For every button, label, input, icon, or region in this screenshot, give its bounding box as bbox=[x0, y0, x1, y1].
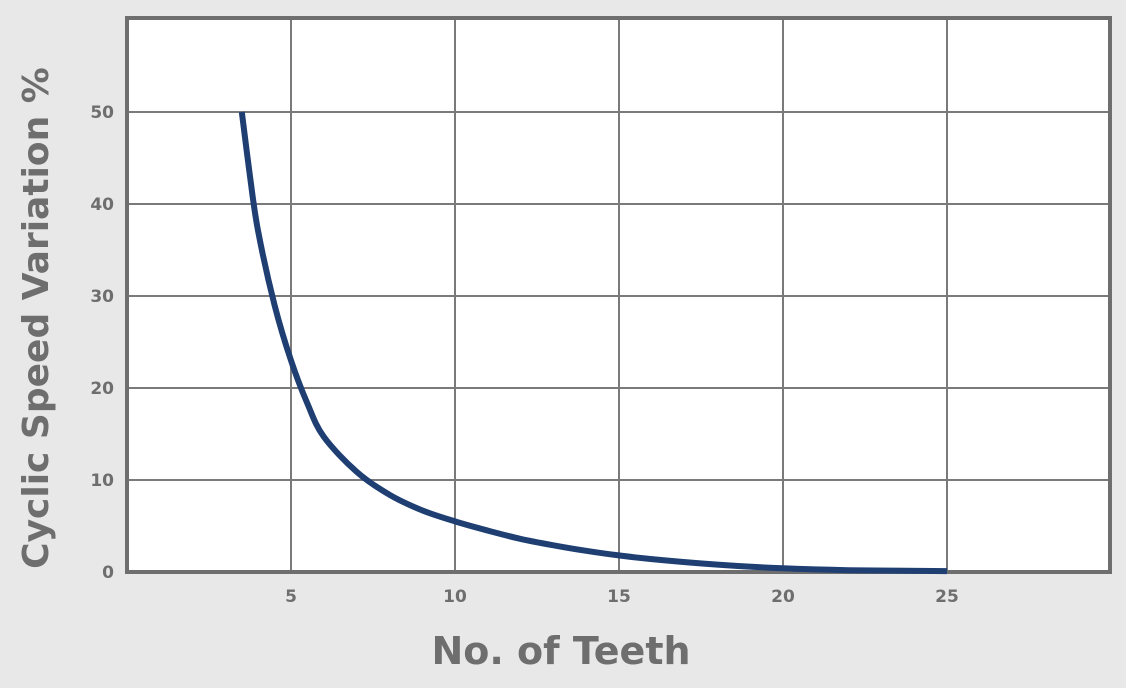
y-tick-label: 20 bbox=[90, 379, 114, 399]
x-axis-title: No. of Teeth bbox=[431, 629, 690, 673]
y-tick-label: 50 bbox=[90, 103, 114, 123]
x-tick-label: 5 bbox=[285, 587, 297, 607]
series-line bbox=[238, 111, 948, 575]
x-tick-label: 20 bbox=[771, 587, 795, 607]
y-tick-label: 30 bbox=[90, 287, 114, 307]
x-tick-label: 10 bbox=[443, 587, 467, 607]
y-axis-title: Cyclic Speed Variation % bbox=[16, 67, 57, 569]
x-tick-labels: 5 10 15 20 25 bbox=[285, 587, 959, 607]
plot-frame bbox=[125, 16, 1112, 574]
y-tick-label: 40 bbox=[90, 195, 114, 215]
y-tick-label: 0 bbox=[102, 563, 114, 583]
x-tick-label: 15 bbox=[607, 587, 631, 607]
x-tick-label: 25 bbox=[935, 587, 959, 607]
grid bbox=[127, 18, 1110, 572]
y-tick-label: 10 bbox=[90, 471, 114, 491]
y-tick-labels: 0 10 20 30 40 50 bbox=[90, 103, 114, 583]
series-layer bbox=[238, 111, 948, 575]
